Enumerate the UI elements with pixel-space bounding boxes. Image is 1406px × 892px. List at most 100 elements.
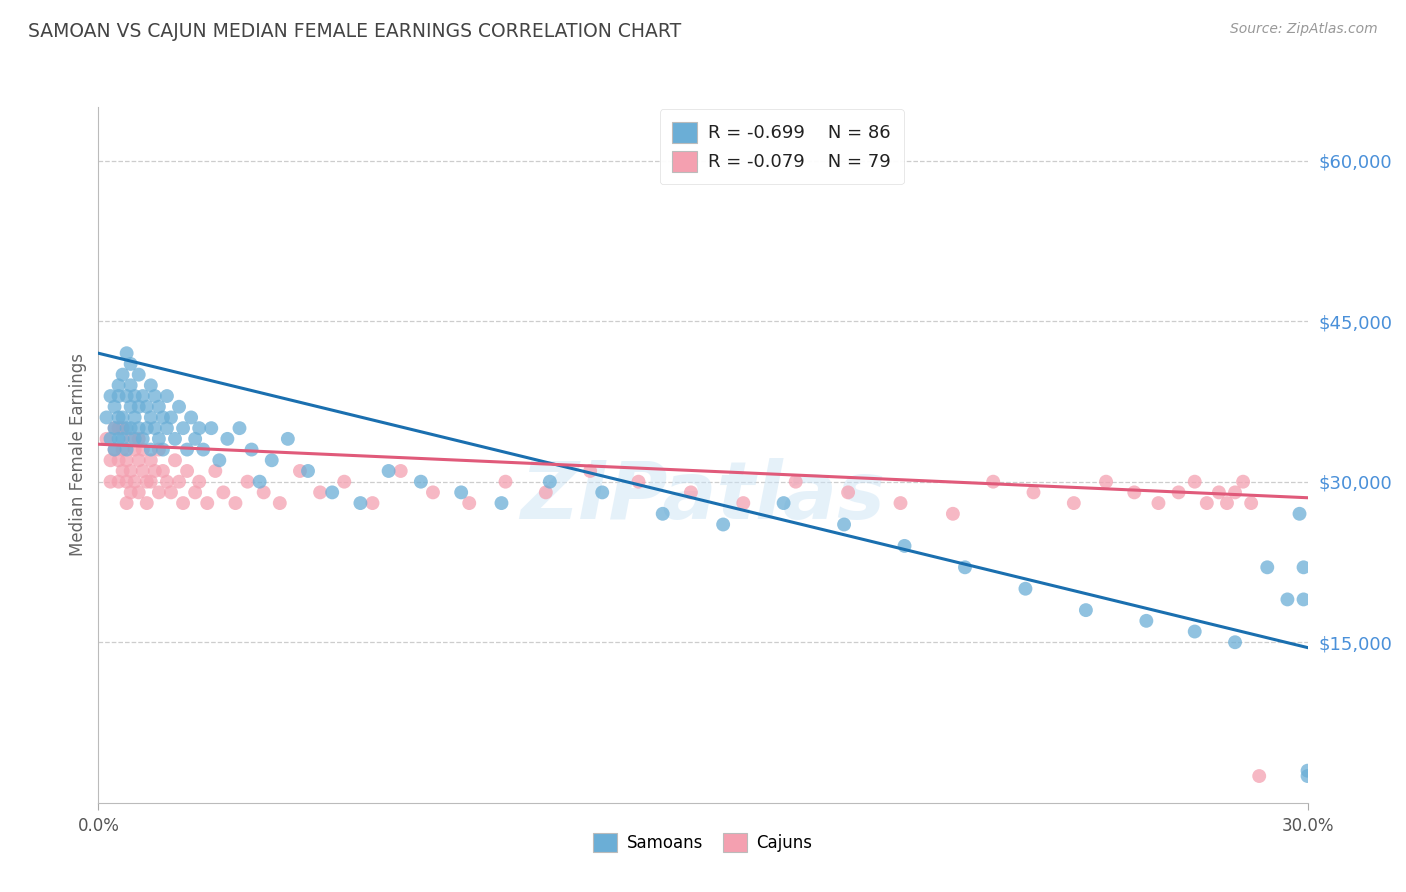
Point <box>1208 485 1230 500</box>
Point <box>1223 635 1246 649</box>
Point <box>128 368 150 382</box>
Point <box>115 442 138 457</box>
Point <box>953 560 976 574</box>
Point <box>627 475 650 489</box>
Point <box>120 400 142 414</box>
Point <box>422 485 444 500</box>
Point <box>269 496 291 510</box>
Point <box>679 485 702 500</box>
Point <box>167 400 190 414</box>
Text: SAMOAN VS CAJUN MEDIAN FEMALE EARNINGS CORRELATION CHART: SAMOAN VS CAJUN MEDIAN FEMALE EARNINGS C… <box>28 22 682 41</box>
Point <box>160 410 183 425</box>
Point <box>1074 603 1097 617</box>
Point <box>115 496 138 510</box>
Point <box>1184 475 1206 489</box>
Point <box>111 410 134 425</box>
Point <box>111 368 134 382</box>
Point <box>148 485 170 500</box>
Point <box>115 389 138 403</box>
Point <box>1216 496 1239 510</box>
Point <box>152 464 174 478</box>
Point <box>981 475 1004 489</box>
Point <box>1014 582 1036 596</box>
Point <box>409 475 432 489</box>
Point <box>1292 592 1315 607</box>
Point <box>1240 496 1263 510</box>
Point <box>115 421 138 435</box>
Point <box>1288 507 1310 521</box>
Point <box>107 378 129 392</box>
Point <box>180 410 202 425</box>
Point <box>100 389 122 403</box>
Point <box>132 389 155 403</box>
Point <box>120 485 142 500</box>
Point <box>1223 485 1246 500</box>
Point <box>135 475 157 489</box>
Point <box>135 400 157 414</box>
Point <box>139 475 162 489</box>
Point <box>538 475 561 489</box>
Point <box>1277 592 1299 607</box>
Point <box>120 378 142 392</box>
Point <box>128 421 150 435</box>
Point <box>111 421 134 435</box>
Point <box>321 485 343 500</box>
Point <box>103 400 125 414</box>
Point <box>785 475 807 489</box>
Point <box>389 464 412 478</box>
Point <box>124 442 146 457</box>
Point <box>160 485 183 500</box>
Point <box>195 496 218 510</box>
Point <box>711 517 734 532</box>
Point <box>832 517 855 532</box>
Point <box>163 453 186 467</box>
Point <box>188 421 211 435</box>
Point <box>1256 560 1278 574</box>
Point <box>103 442 125 457</box>
Point <box>188 475 211 489</box>
Point <box>128 400 150 414</box>
Point <box>111 442 134 457</box>
Point <box>249 475 271 489</box>
Point <box>132 432 155 446</box>
Point <box>120 464 142 478</box>
Point <box>193 442 215 457</box>
Point <box>139 442 162 457</box>
Point <box>184 485 207 500</box>
Point <box>204 464 226 478</box>
Point <box>309 485 332 500</box>
Point <box>1147 496 1170 510</box>
Point <box>135 421 157 435</box>
Point <box>120 421 142 435</box>
Point <box>224 496 246 510</box>
Text: Source: ZipAtlas.com: Source: ZipAtlas.com <box>1230 22 1378 37</box>
Point <box>1195 496 1218 510</box>
Point <box>156 421 179 435</box>
Point <box>124 389 146 403</box>
Point <box>361 496 384 510</box>
Point <box>100 453 122 467</box>
Point <box>111 464 134 478</box>
Point <box>139 453 162 467</box>
Point <box>172 496 194 510</box>
Point <box>135 496 157 510</box>
Point <box>1292 560 1315 574</box>
Point <box>240 442 263 457</box>
Point <box>893 539 915 553</box>
Point <box>184 432 207 446</box>
Point <box>772 496 794 510</box>
Point <box>111 432 134 446</box>
Point <box>333 475 356 489</box>
Point <box>120 432 142 446</box>
Point <box>176 464 198 478</box>
Point <box>377 464 399 478</box>
Point <box>103 421 125 435</box>
Point <box>143 464 166 478</box>
Point <box>579 464 602 478</box>
Point <box>120 357 142 371</box>
Point <box>1095 475 1118 489</box>
Point <box>458 496 481 510</box>
Point <box>103 421 125 435</box>
Point <box>176 442 198 457</box>
Point <box>100 432 122 446</box>
